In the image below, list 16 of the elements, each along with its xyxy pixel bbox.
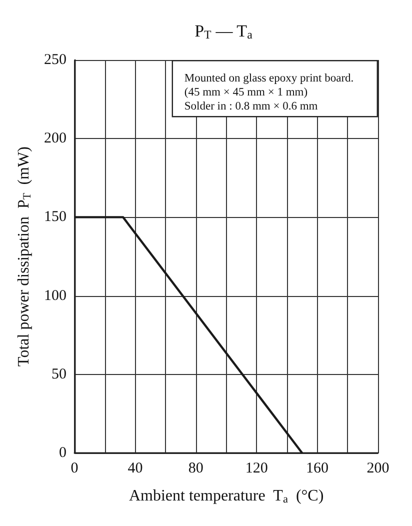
x-tick-label: 0 <box>70 460 78 476</box>
x-tick-label: 80 <box>188 460 204 476</box>
y-tick-label: 200 <box>44 130 66 147</box>
annotation: (45 mm × 45 mm × 1 mm) <box>184 86 308 99</box>
y-axis-title: Total power dissipation PT (mW) <box>16 146 34 366</box>
y-tick-label: 250 <box>44 52 66 68</box>
y-tick-label: 50 <box>52 366 66 382</box>
x-tick-label: 120 <box>245 460 268 476</box>
x-tick-label: 160 <box>306 460 329 476</box>
y-tick-label: 150 <box>44 209 66 226</box>
x-tick-label: 40 <box>128 460 143 476</box>
annotation: Solder in : 0.8 mm × 0.6 mm <box>184 100 318 113</box>
x-tick-label: 200 <box>366 460 390 476</box>
annotation: Mounted on glass epoxy print board. <box>184 72 354 85</box>
y-tick-label: 100 <box>44 288 66 304</box>
y-tick-label: 0 <box>59 445 66 461</box>
